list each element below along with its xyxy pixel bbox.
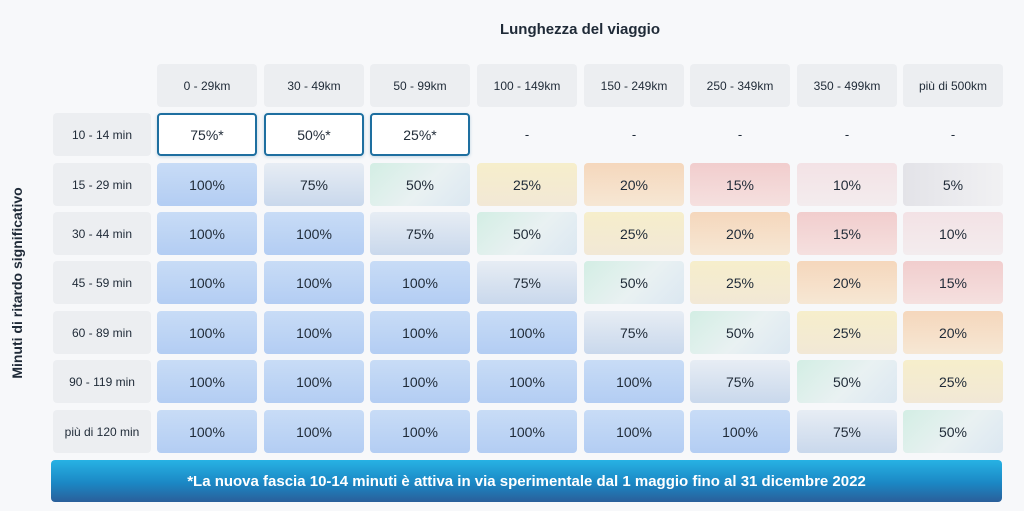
row-header: 15 - 29 min — [53, 163, 151, 206]
refund-cell: 100% — [264, 360, 364, 403]
refund-cell: 75% — [477, 261, 577, 304]
refund-cell: 10% — [797, 163, 897, 206]
row-header: 60 - 89 min — [53, 311, 151, 354]
refund-cell: 20% — [690, 212, 790, 255]
refund-cell: 100% — [157, 212, 257, 255]
empty-cell: - — [524, 127, 530, 142]
row-axis-title-wrap: Minuti di ritardo significativo — [0, 113, 34, 453]
refund-cell: 50% — [797, 360, 897, 403]
refund-cell: 100% — [157, 410, 257, 453]
row-header: 90 - 119 min — [53, 360, 151, 403]
refund-cell: 100% — [477, 410, 577, 453]
refund-cell: 50% — [584, 261, 684, 304]
refund-cell: 25% — [797, 311, 897, 354]
refund-cell: 15% — [797, 212, 897, 255]
refund-cell: 50% — [903, 410, 1003, 453]
column-header: più di 500km — [903, 64, 1003, 107]
column-header: 50 - 99km — [370, 64, 470, 107]
column-header: 250 - 349km — [690, 64, 790, 107]
experimental-refund-cell: 75%* — [157, 113, 257, 156]
refund-cell: 15% — [690, 163, 790, 206]
experimental-refund-cell: 50%* — [264, 113, 364, 156]
refund-cell: 100% — [264, 311, 364, 354]
refund-cell: 100% — [370, 311, 470, 354]
row-header: 45 - 59 min — [53, 261, 151, 304]
refund-cell: 25% — [584, 212, 684, 255]
refund-cell: 50% — [370, 163, 470, 206]
column-header: 350 - 499km — [797, 64, 897, 107]
empty-cell: - — [631, 127, 637, 142]
refund-cell: 100% — [690, 410, 790, 453]
row-header: più di 120 min — [53, 410, 151, 453]
refund-cell: 100% — [370, 360, 470, 403]
refund-cell: 100% — [264, 261, 364, 304]
row-axis-title: Minuti di ritardo significativo — [9, 187, 25, 379]
refund-cell: 5% — [903, 163, 1003, 206]
refund-cell: 20% — [797, 261, 897, 304]
refund-cell: 20% — [903, 311, 1003, 354]
column-header: 0 - 29km — [157, 64, 257, 107]
refund-cell: 100% — [370, 410, 470, 453]
refund-cell: 75% — [584, 311, 684, 354]
refund-cell: 75% — [797, 410, 897, 453]
refund-cell: 50% — [690, 311, 790, 354]
refund-cell: 100% — [477, 360, 577, 403]
refund-cell: 20% — [584, 163, 684, 206]
refund-cell: 100% — [370, 261, 470, 304]
row-header: 10 - 14 min — [53, 113, 151, 156]
refund-cell: 100% — [477, 311, 577, 354]
refund-cell: 50% — [477, 212, 577, 255]
refund-cell: 25% — [903, 360, 1003, 403]
refund-cell: 25% — [690, 261, 790, 304]
refund-cell: 75% — [264, 163, 364, 206]
refund-cell: 100% — [264, 212, 364, 255]
refund-cell: 100% — [157, 360, 257, 403]
column-header: 100 - 149km — [477, 64, 577, 107]
refund-cell: 75% — [690, 360, 790, 403]
row-header: 30 - 44 min — [53, 212, 151, 255]
empty-cell: - — [844, 127, 850, 142]
refund-cell: 100% — [584, 360, 684, 403]
column-header: 30 - 49km — [264, 64, 364, 107]
experimental-refund-cell: 25%* — [370, 113, 470, 156]
refund-cell: 15% — [903, 261, 1003, 304]
empty-cell: - — [737, 127, 743, 142]
column-axis-title: Lunghezza del viaggio — [499, 21, 660, 38]
footnote-banner: *La nuova fascia 10-14 minuti è attiva i… — [51, 460, 1002, 502]
refund-cell: 100% — [157, 261, 257, 304]
refund-cell: 100% — [584, 410, 684, 453]
refund-cell: 100% — [157, 163, 257, 206]
refund-cell: 100% — [264, 410, 364, 453]
empty-cell: - — [950, 127, 956, 142]
refund-cell: 25% — [477, 163, 577, 206]
refund-cell: 100% — [157, 311, 257, 354]
refund-cell: 75% — [370, 212, 470, 255]
column-header: 150 - 249km — [584, 64, 684, 107]
refund-cell: 10% — [903, 212, 1003, 255]
